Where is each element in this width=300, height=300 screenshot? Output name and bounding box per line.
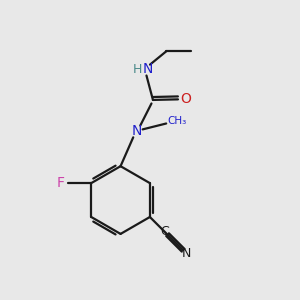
Text: H: H	[133, 62, 142, 76]
Text: N: N	[142, 62, 153, 76]
Text: N: N	[132, 124, 142, 138]
Text: O: O	[180, 92, 191, 106]
Text: F: F	[57, 176, 65, 190]
Text: N: N	[182, 247, 191, 260]
Text: CH₃: CH₃	[167, 116, 186, 126]
Text: C: C	[160, 225, 169, 238]
